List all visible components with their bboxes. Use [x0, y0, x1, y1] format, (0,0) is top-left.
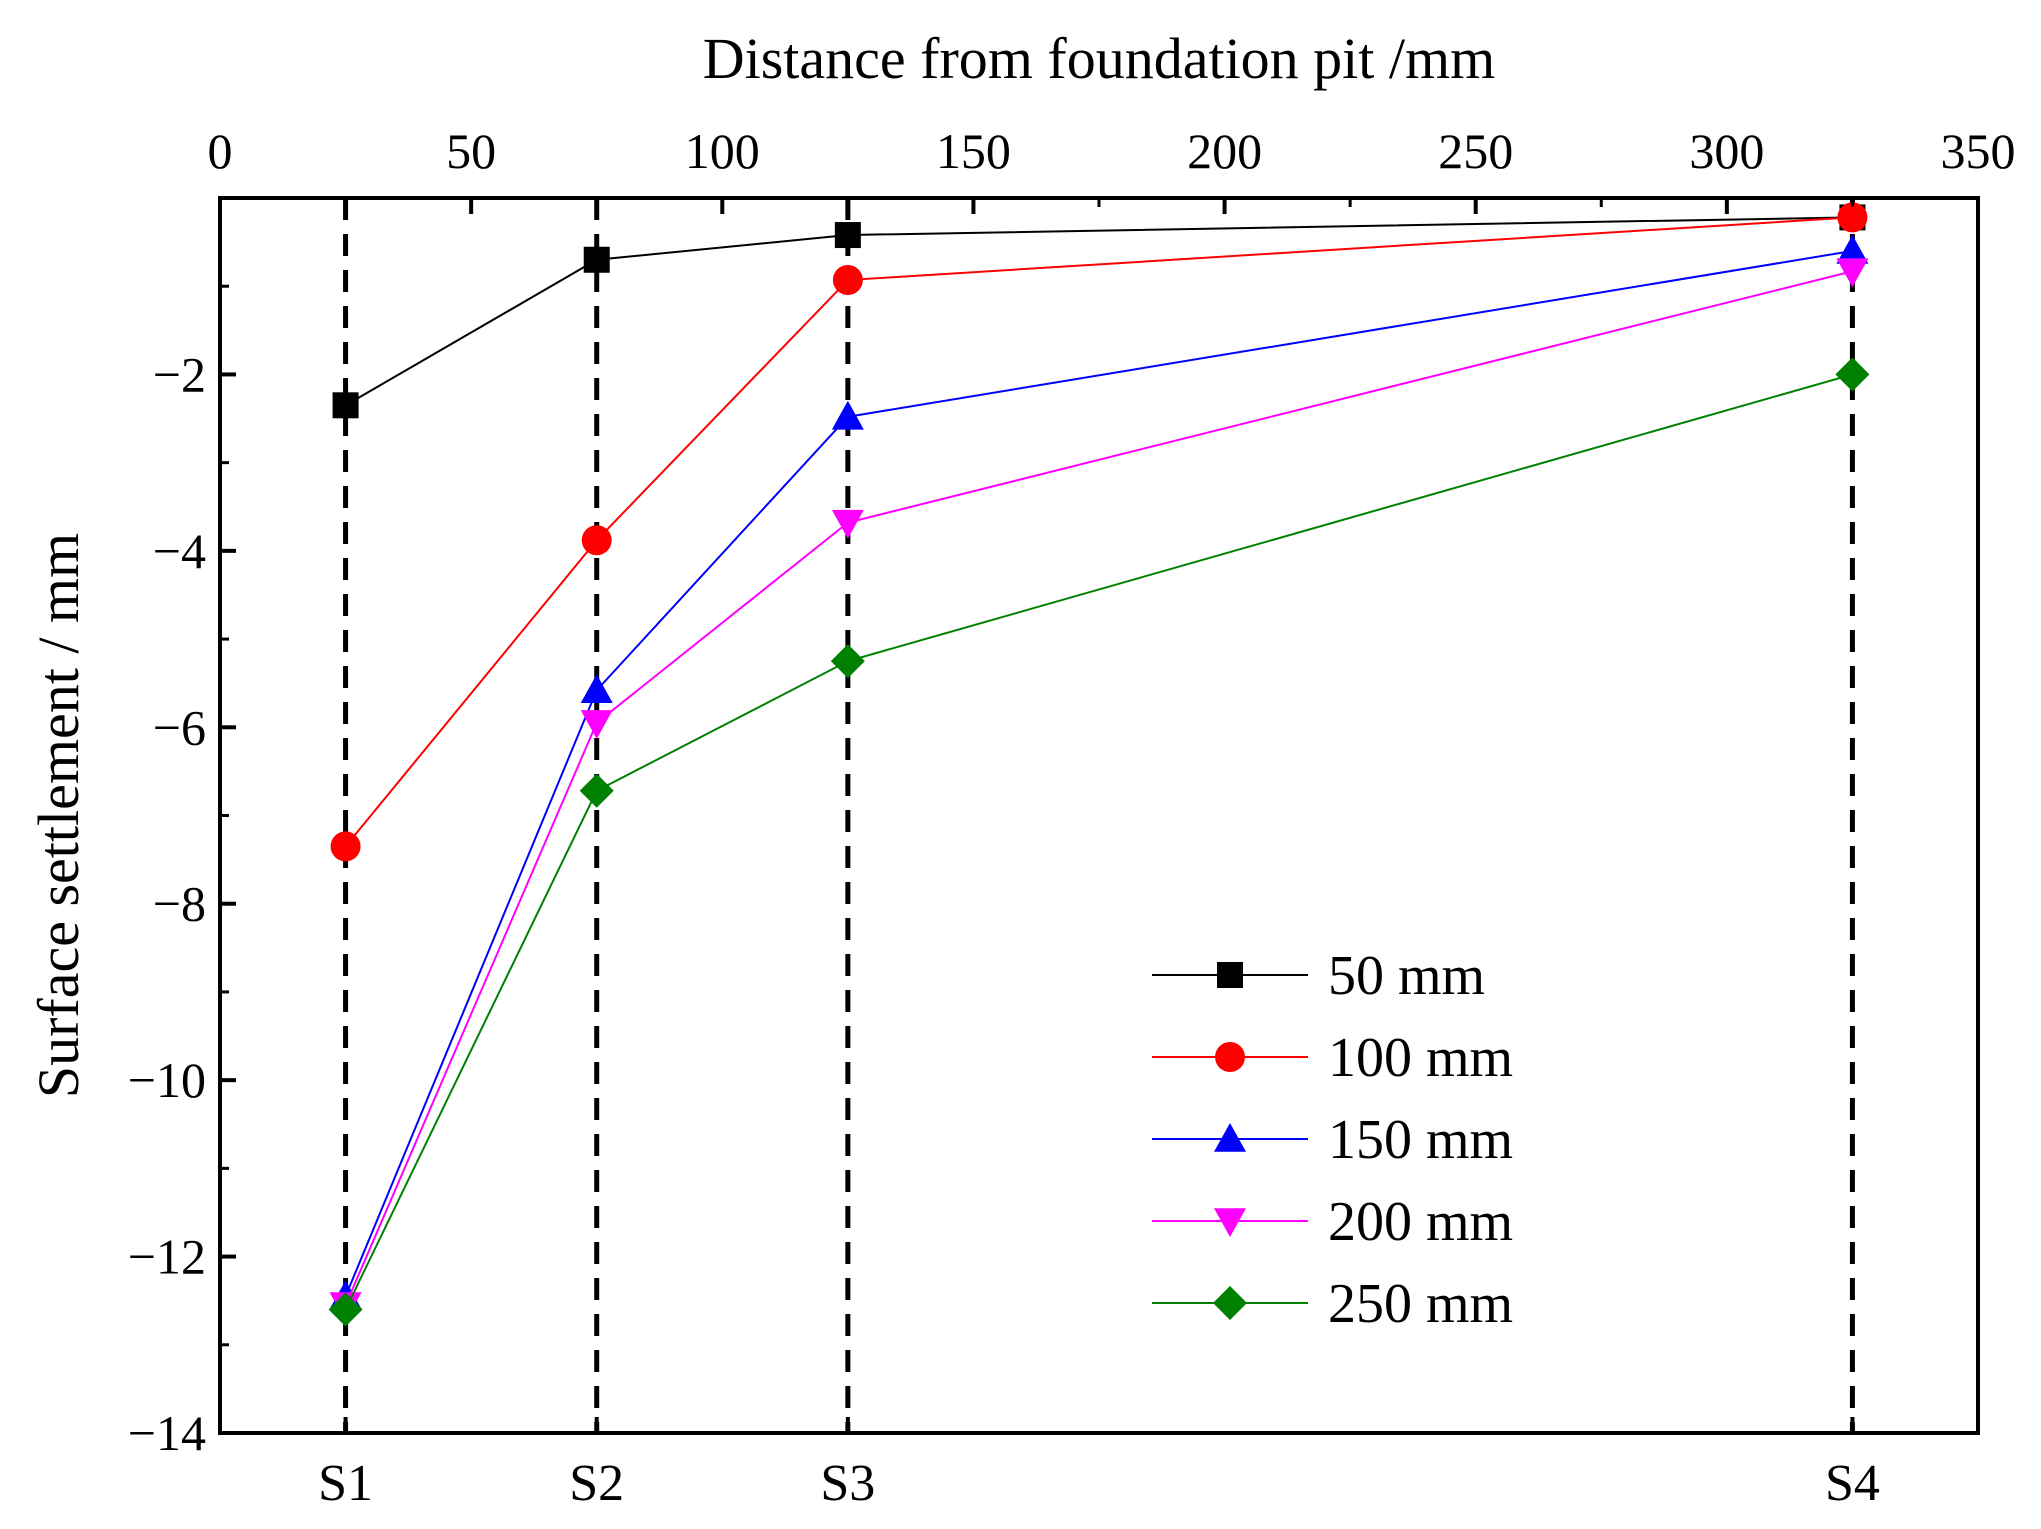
- x-tick-label: 100: [685, 123, 760, 179]
- x-tick-label: 150: [936, 123, 1011, 179]
- series-line: [344, 270, 1853, 1306]
- legend-marker: [1214, 1123, 1246, 1152]
- legend-marker: [1214, 1208, 1246, 1237]
- legend-marker: [1217, 962, 1243, 988]
- x-axis-title: Distance from foundation pit /mm: [703, 26, 1496, 91]
- data-point: [583, 246, 610, 273]
- x-tick-label: 300: [1689, 123, 1764, 179]
- legend-label: 150 mm: [1328, 1109, 1513, 1171]
- legend-label: 100 mm: [1328, 1027, 1513, 1089]
- y-tick-label: −4: [153, 523, 206, 579]
- series-2: [329, 234, 1869, 1310]
- data-point: [330, 831, 361, 862]
- section-label-s1: S1: [318, 1455, 373, 1512]
- legend: 50 mm 100 mm 150 mm 200 mm 250 mm: [1152, 945, 1513, 1335]
- data-point: [832, 265, 863, 296]
- data-point: [580, 674, 613, 704]
- data-point: [328, 1292, 363, 1327]
- x-tick-label: 250: [1438, 123, 1513, 179]
- legend-item: 200 mm: [1152, 1191, 1513, 1253]
- section-label-s4: S4: [1825, 1455, 1880, 1512]
- x-tick-label: 350: [1941, 123, 2016, 179]
- legend-item: 250 mm: [1152, 1273, 1513, 1335]
- series-line: [345, 216, 1853, 407]
- series-0: [332, 204, 1866, 419]
- x-tick-label: 50: [446, 123, 496, 179]
- data-point: [831, 509, 864, 539]
- legend-label: 50 mm: [1328, 945, 1485, 1007]
- x-tick-label: 0: [208, 123, 233, 179]
- y-axis-title: Surface settlement / mm: [26, 533, 91, 1098]
- data-point: [1836, 234, 1869, 264]
- y-tick-label: −8: [153, 876, 206, 932]
- data-point: [831, 400, 864, 430]
- section-label-s3: S3: [820, 1455, 875, 1512]
- data-point: [1836, 258, 1869, 288]
- series-line: [344, 373, 1853, 1310]
- data-point: [1835, 357, 1870, 392]
- series-4: [328, 357, 1870, 1327]
- axis-layer: 0 50 100 150 200 250 300 350 −2 −4 −6 −8 −10 −12 −14 S1…: [128, 123, 2016, 1512]
- legend-item: 50 mm: [1152, 945, 1485, 1007]
- x-tick-label: 200: [1187, 123, 1262, 179]
- series-line: [344, 249, 1853, 1297]
- data-point: [581, 525, 612, 556]
- y-tick-label: −2: [153, 346, 206, 402]
- legend-marker: [1215, 1042, 1245, 1072]
- y-tick-label: −10: [128, 1052, 206, 1108]
- data-point: [834, 222, 861, 249]
- series-3: [329, 258, 1869, 1322]
- data-point: [580, 710, 613, 739]
- data-point: [332, 392, 359, 419]
- legend-item: 150 mm: [1152, 1109, 1513, 1171]
- section-dashed-lines: [343, 198, 1855, 1433]
- data-point: [830, 644, 865, 679]
- legend-marker: [1213, 1286, 1247, 1320]
- series-layer: [328, 202, 1870, 1327]
- series-line: [344, 216, 1853, 848]
- y-tick-label: −6: [153, 699, 206, 755]
- series-1: [330, 202, 1868, 862]
- legend-label: 200 mm: [1328, 1191, 1513, 1253]
- data-point: [579, 773, 614, 808]
- legend-item: 100 mm: [1152, 1027, 1513, 1089]
- section-label-s2: S2: [569, 1455, 624, 1512]
- data-point: [1837, 202, 1868, 233]
- legend-label: 250 mm: [1328, 1273, 1513, 1335]
- y-tick-label: −12: [128, 1229, 206, 1285]
- y-tick-label: −14: [128, 1405, 206, 1461]
- plot-frame: [218, 196, 1980, 1435]
